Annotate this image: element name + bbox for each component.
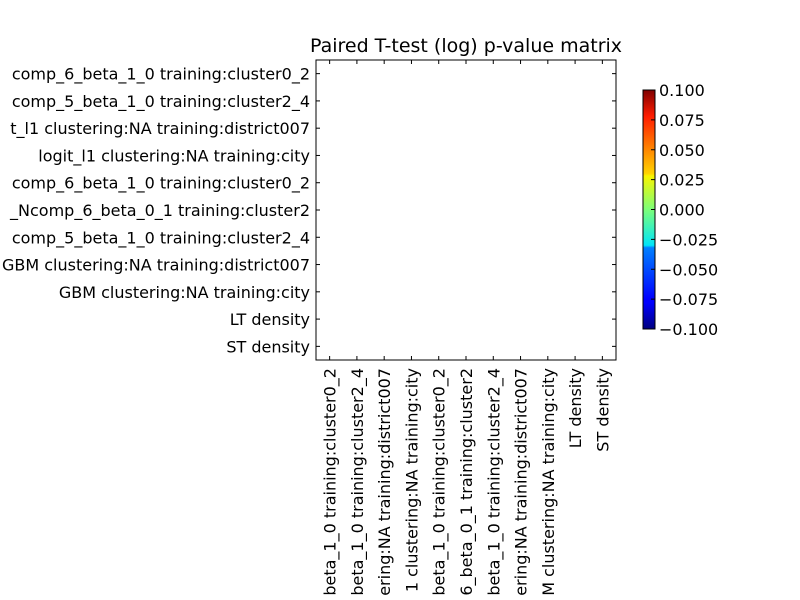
x-tick-label: 1 clustering:NA training:city <box>402 368 421 592</box>
colorbar-tick-label: 0.075 <box>659 111 705 130</box>
x-tick-label: ering:NA training:district007 <box>512 368 531 596</box>
y-tick-label: comp_6_beta_1_0 training:cluster0_2 <box>12 65 310 85</box>
y-tick-label: comp_5_beta_1_0 training:cluster2_4 <box>12 228 310 248</box>
colorbar-tick-label: 0.100 <box>659 81 705 100</box>
colorbar-tick-label: 0.025 <box>659 171 705 190</box>
y-tick-label: _Ncomp_6_beta_0_1 training:cluster2 <box>9 201 310 221</box>
y-tick-label: logit_l1 clustering:NA training:city <box>38 146 310 166</box>
x-tick-label: beta_1_0 training:cluster0_2 <box>321 368 341 596</box>
x-tick-label: LT density <box>566 368 585 448</box>
y-tick-label: LT density <box>230 310 310 329</box>
x-tick-label: 6_beta_0_1 training:cluster2 <box>457 368 477 596</box>
colorbar-tick-label: 0.000 <box>659 201 705 220</box>
y-tick-label: ST density <box>226 337 310 356</box>
colorbar-tick-label: 0.050 <box>659 141 705 160</box>
x-tick-label: beta_1_0 training:cluster0_2 <box>430 368 450 596</box>
y-tick-label: GBM clustering:NA training:city <box>59 283 310 302</box>
chart-title: Paired T-test (log) p-value matrix <box>310 35 622 57</box>
colorbar-tick-label: −0.100 <box>659 320 718 339</box>
colorbar-tick-label: −0.075 <box>659 290 718 309</box>
y-tick-label: t_l1 clustering:NA training:district007 <box>10 119 310 139</box>
x-tick-label: ST density <box>593 368 612 452</box>
x-tick-label: M clustering:NA training:city <box>539 368 558 596</box>
x-tick-label: ering:NA training:district007 <box>375 368 394 596</box>
colorbar-tick-label: −0.025 <box>659 230 718 249</box>
y-tick-label: GBM clustering:NA training:district007 <box>2 256 310 275</box>
y-tick-label: comp_5_beta_1_0 training:cluster2_4 <box>12 92 310 112</box>
x-tick-label: beta_1_0 training:cluster2_4 <box>484 368 504 596</box>
y-tick-label: comp_6_beta_1_0 training:cluster0_2 <box>12 174 310 194</box>
x-tick-label: beta_1_0 training:cluster2_4 <box>348 368 368 596</box>
colorbar-tick-label: −0.050 <box>659 260 718 279</box>
colorbar: 0.100 0.075 0.050 0.025 0.000 −0.025 −0.050 −0.… <box>642 81 718 339</box>
plot-frame <box>315 59 617 361</box>
